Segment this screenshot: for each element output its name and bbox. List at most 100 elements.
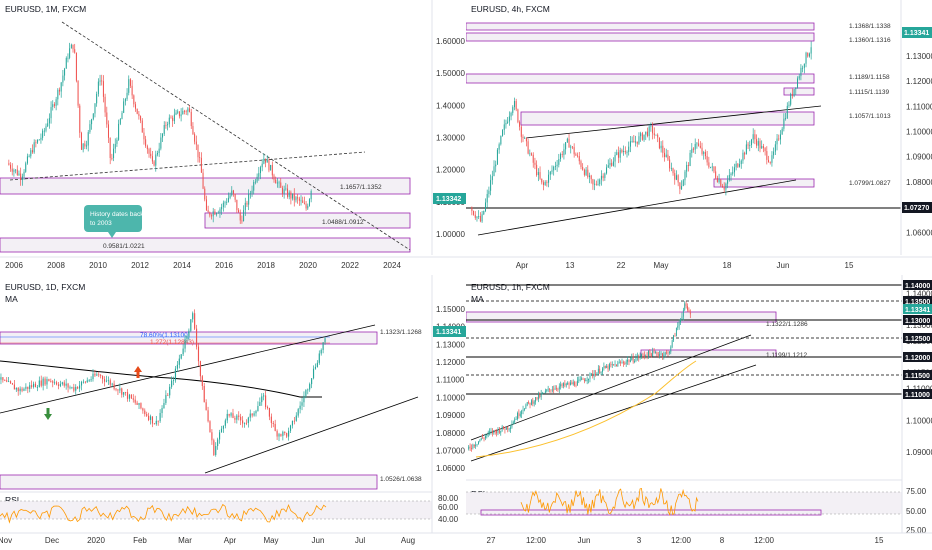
candle [61,382,63,384]
candle [561,384,563,386]
candle [268,407,271,417]
candle [744,152,746,155]
y-tick-label: 1.11000 [906,102,932,111]
candle [169,386,171,396]
candle [585,380,587,382]
candle [607,165,609,168]
candle [25,386,27,389]
annotation-callout[interactable]: History dates back to 2003 [84,205,144,238]
x-tick-label: May [653,261,668,270]
candle [211,215,213,217]
candle [224,202,226,204]
y-tick-label: 1.00000 [436,230,465,239]
candle [666,352,668,354]
candle [288,192,290,197]
candle [696,143,698,145]
candle [25,163,27,172]
candle [541,178,543,183]
candle [641,133,643,140]
x-tick-label: Feb [133,536,147,545]
candle [218,432,221,440]
candle [285,188,287,190]
candle [633,141,635,143]
panel-hourly[interactable]: EURUSD, 1h, FXCM MA 1.140001.135001.1300… [466,275,932,550]
rsi-line [520,487,699,516]
candle [530,400,532,405]
candle [173,114,175,122]
candle [73,387,75,391]
x-tick-label: 2006 [5,261,23,270]
candle [652,125,654,134]
y-tick-label: 1.50000 [436,69,465,78]
candle [298,198,300,201]
candle [614,154,616,162]
candle [148,415,150,420]
candle [258,173,260,177]
panel-4h[interactable]: EURUSD, 4h, FXCM 1.140001.130001.120001.… [466,0,932,275]
chart-hourly: EURUSD, 1h, FXCM MA 1.140001.135001.1300… [466,275,932,550]
candle [808,53,810,57]
candle [646,355,648,357]
candle [65,57,67,69]
candle [119,388,121,391]
candle [571,146,573,148]
candle [662,353,663,357]
level-badge [902,202,932,213]
candle [604,366,606,368]
candle [203,385,205,403]
candle [281,187,283,194]
panel-daily[interactable]: EURUSD, 1D, FXCM MA 1.150001.140001.1300… [0,275,466,550]
candle [180,354,182,359]
candle [172,380,175,382]
candle [178,358,180,365]
rsi-line [0,503,327,524]
candle [52,381,54,383]
panel-monthly[interactable]: EURUSD, 1M, FXCM 1.60000 1.50000 1.40000 1.… [0,0,466,275]
candle [648,126,650,137]
y-tick-label: 1.07000 [436,446,465,455]
candle [322,342,324,350]
candle [560,154,562,160]
candle [650,353,652,357]
candle [779,134,781,140]
candle [195,328,198,347]
candle [648,350,649,357]
candle [156,152,158,155]
candle [31,385,33,387]
x-tick-label: 18 [723,261,732,270]
candle [243,422,246,424]
candle [214,211,216,215]
candle [507,121,509,123]
candle [105,380,108,382]
candle [77,386,79,389]
candle [19,388,21,392]
candle [53,104,55,106]
candle [674,173,676,180]
candle [807,52,809,57]
candle [640,133,642,137]
candle [194,134,196,142]
candle [278,434,280,437]
candle [602,175,604,178]
candle [64,68,66,76]
candle [216,213,218,215]
candle [783,118,785,129]
candle [542,182,544,185]
candle [153,161,155,166]
candle [109,137,111,159]
candle [752,134,754,140]
candle [70,44,72,49]
x-tick-label: 2016 [215,261,233,270]
candle [261,163,263,168]
candle [766,151,768,160]
candle [510,112,512,117]
candle [90,379,92,381]
x-tick-label: 27 [487,536,496,545]
candle [251,190,253,194]
candle [551,170,553,172]
candle [291,420,294,426]
chart-monthly: EURUSD, 1M, FXCM 1.60000 1.50000 1.40000 1.… [0,0,466,275]
candle [803,63,805,68]
candle [109,380,111,385]
candle [810,47,812,54]
